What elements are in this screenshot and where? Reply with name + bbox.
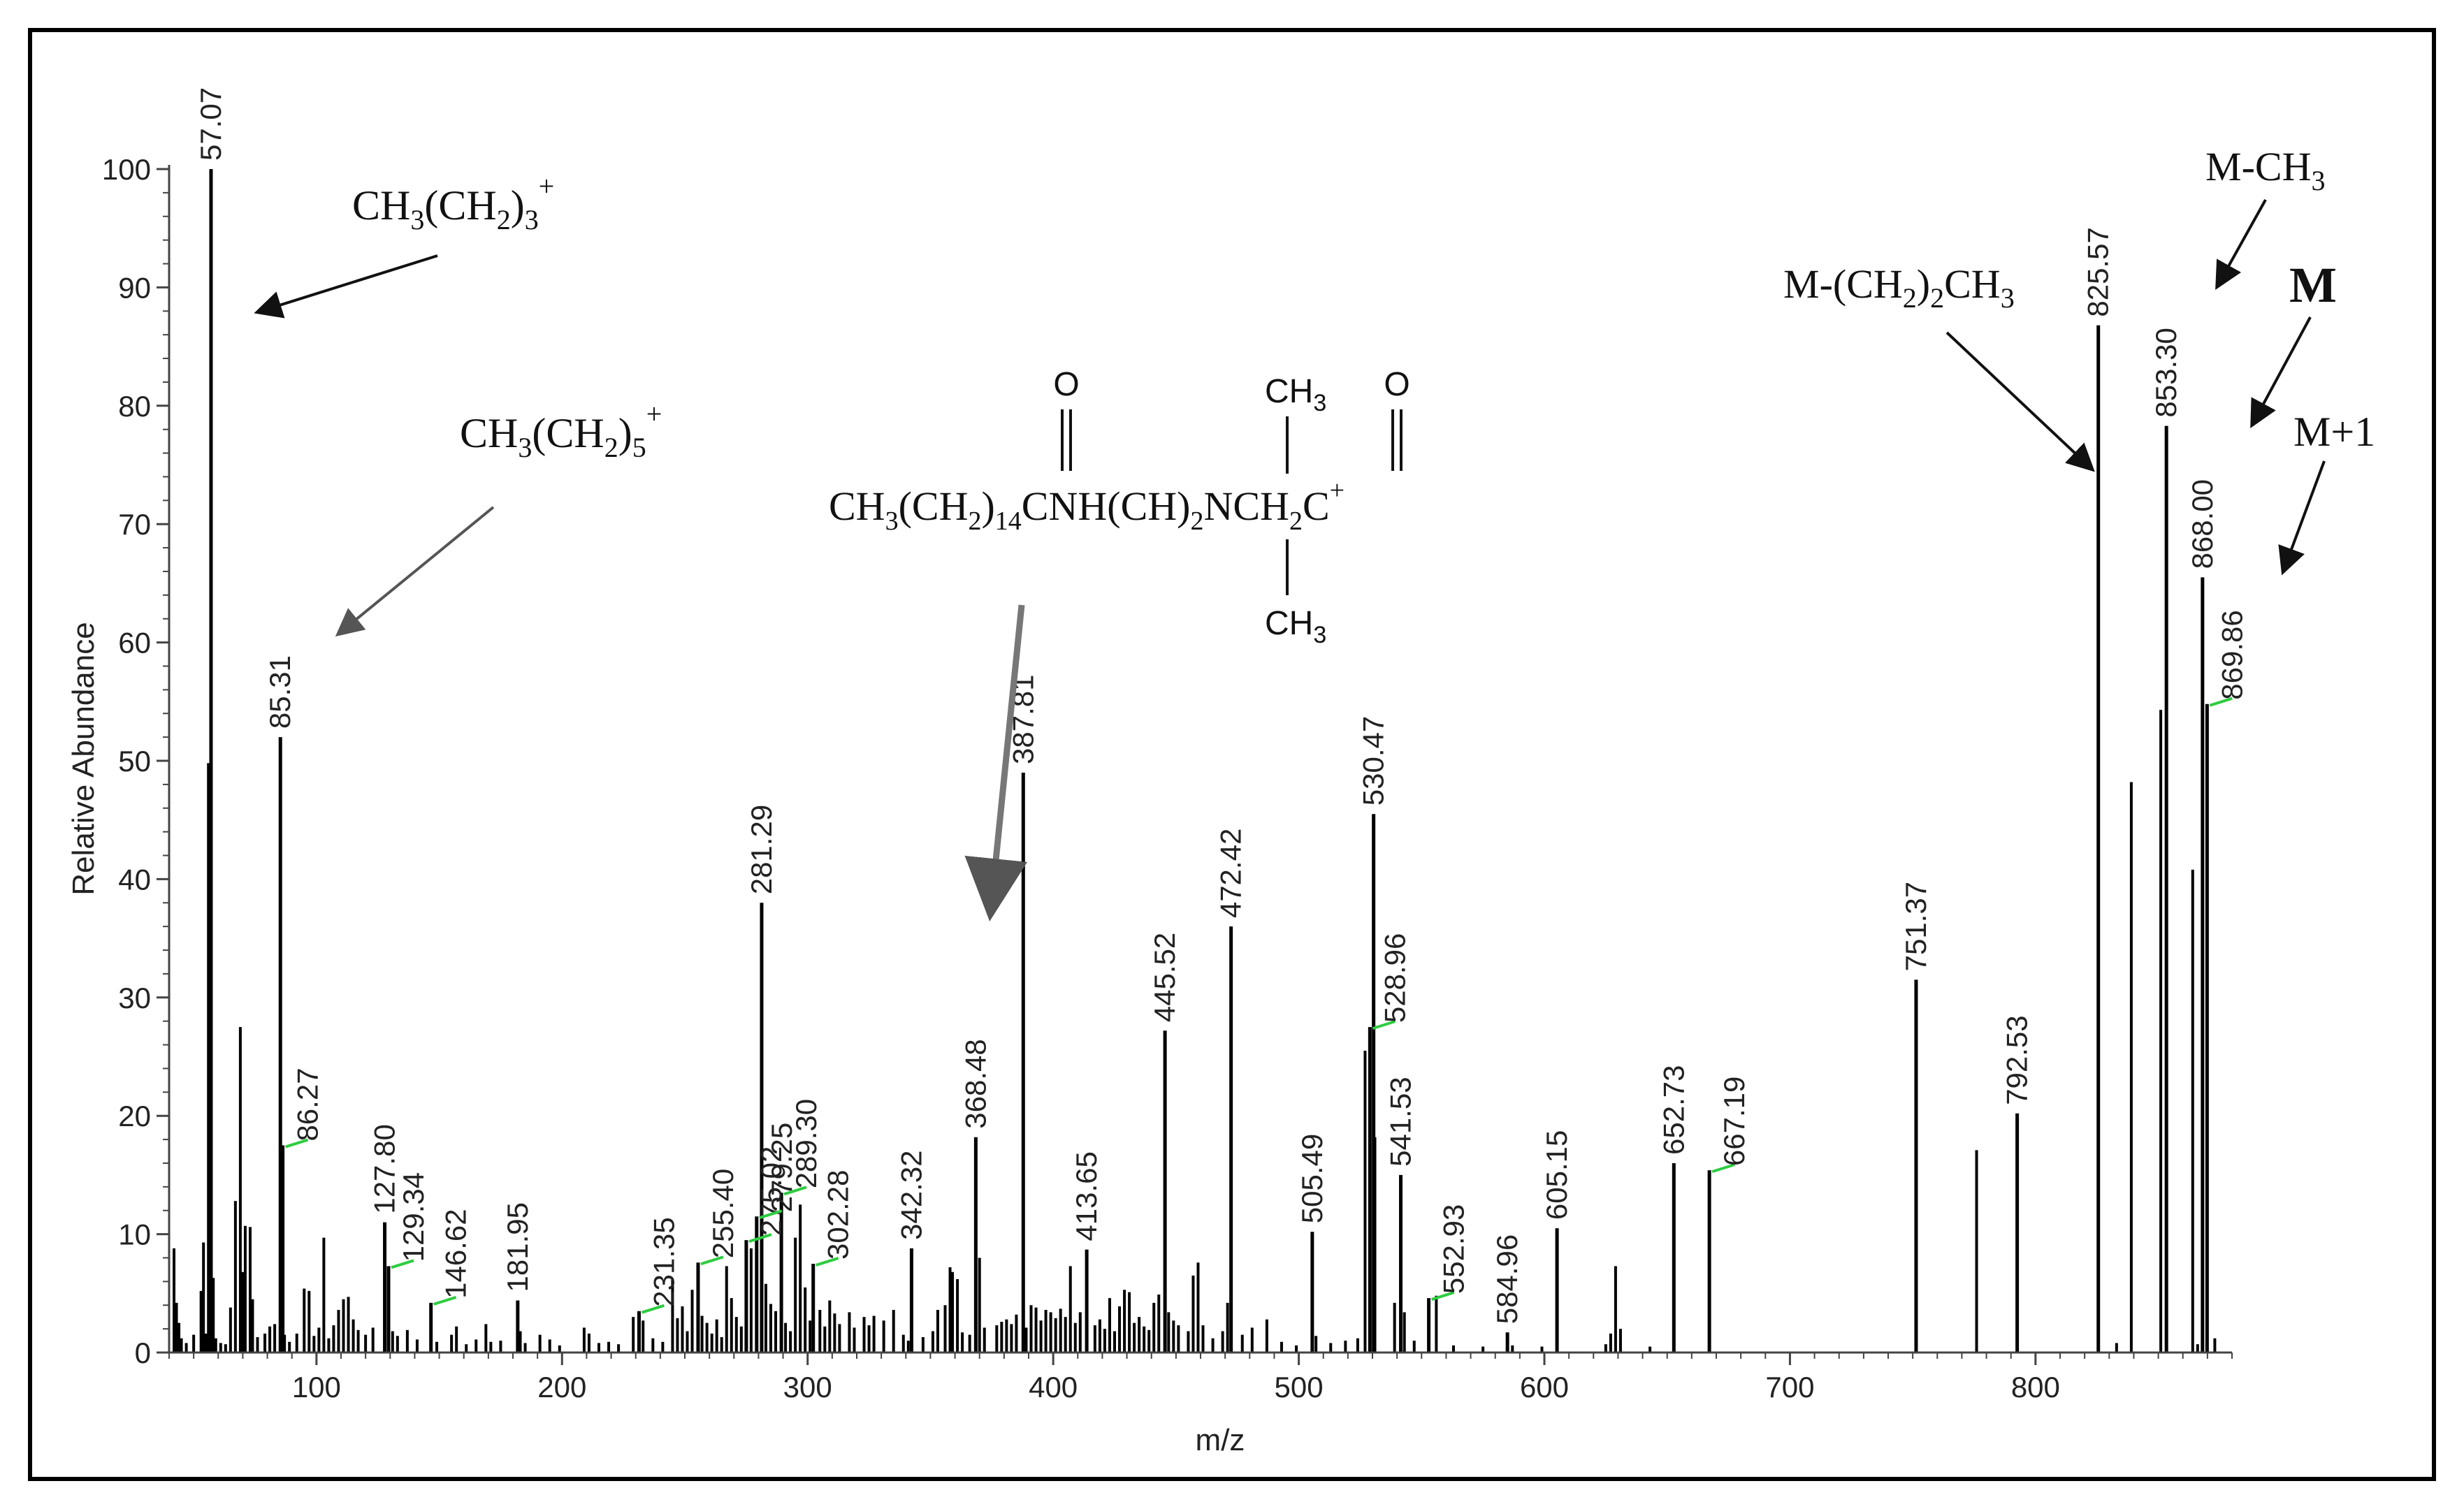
peak-label: 231.35 [647, 1217, 680, 1306]
peak-label: 86.27 [291, 1067, 324, 1141]
y-axis-label: Relative Abundance [66, 622, 101, 895]
peak-label: 584.96 [1491, 1234, 1523, 1324]
peak-label-leader [1372, 1020, 1396, 1030]
annotation-m-minus-methyl: M-CH3 [2205, 144, 2325, 196]
peak-label: 181.95 [501, 1202, 534, 1292]
peak-label: 255.40 [706, 1169, 739, 1258]
x-tick-label: 300 [783, 1371, 832, 1404]
y-tick-label: 50 [118, 745, 151, 778]
annotation-pentyl: CH3(CH2)3+ [352, 170, 554, 235]
y-tick-label: 40 [118, 863, 151, 896]
annotation-m-plus-1: M+1 [2293, 409, 2375, 455]
figure-frame: 0 10 20 30 40 50 60 70 80 90 100 100 200 300 400 500 600… [28, 28, 2436, 1481]
peak-label: 667.19 [1718, 1077, 1751, 1166]
y-tick-label: 60 [118, 627, 151, 659]
peak-label: 605.15 [1540, 1130, 1573, 1220]
peak-label: 129.34 [397, 1172, 430, 1262]
peak-label-leader [641, 1304, 665, 1314]
x-tick-label: 500 [1275, 1371, 1324, 1404]
peak-label-leader [700, 1255, 724, 1266]
y-tick-label: 30 [118, 982, 151, 1014]
y-tick-label: 0 [135, 1336, 151, 1369]
fragment-structure: O O CH3 CH3 CH3(CH2)14CNH(CH)2NCH2C+ [829, 366, 1410, 648]
peak-label: 528.96 [1378, 933, 1411, 1023]
peak-label: 825.57 [2082, 227, 2115, 316]
arrow-molecular-ion [2250, 316, 2312, 429]
peak-label: 57.07 [194, 87, 227, 161]
annotation-heptyl: CH3(CH2)5+ [460, 398, 662, 463]
peak-label-leader [2209, 697, 2233, 707]
peak-label: 342.32 [894, 1150, 927, 1239]
arrow-m-minus-propyl [1945, 331, 2095, 472]
peak-label: 868.00 [2186, 479, 2219, 569]
peak-label-leader [1711, 1163, 1735, 1174]
axes: 0 10 20 30 40 50 60 70 80 90 100 100 200 300 400 500 600… [102, 153, 2233, 1404]
peak-label: 869.86 [2215, 610, 2248, 699]
peak-label-leader [783, 1186, 807, 1196]
peak-label: 279.25 [765, 1123, 798, 1212]
x-tick-label: 700 [1765, 1371, 1814, 1404]
peak-label: 146.62 [440, 1209, 472, 1298]
y-tick-label: 80 [118, 390, 151, 423]
x-tick-label: 800 [2011, 1371, 2060, 1404]
mass-spectrum-chart: 0 10 20 30 40 50 60 70 80 90 100 100 200 300 400 500 600… [66, 87, 2375, 1457]
peak-label-leader [1430, 1291, 1455, 1301]
arrow-structure [964, 604, 1028, 921]
y-tick-label: 100 [102, 153, 151, 186]
peak-label: 541.53 [1384, 1077, 1417, 1166]
structure-methyl-top: CH3 [1265, 373, 1326, 416]
peak-label: 652.73 [1657, 1065, 1690, 1154]
x-tick-label: 200 [537, 1371, 586, 1404]
y-tick-label: 20 [118, 1100, 151, 1132]
peak-label: 552.93 [1437, 1204, 1470, 1294]
structure-oxygen-right: O [1384, 366, 1409, 403]
peak-label: 289.30 [790, 1099, 822, 1188]
peak-label: 275.02 [755, 1146, 788, 1236]
annotation-m-minus-propyl: M-(CH2)2CH3 [1783, 261, 2015, 314]
peak-label: 127.80 [368, 1124, 401, 1213]
structure-methyl-bottom: CH3 [1265, 605, 1326, 648]
x-axis-label: m/z [1196, 1423, 1245, 1457]
peak-label: 530.47 [1357, 716, 1390, 805]
peak-label: 505.49 [1296, 1134, 1328, 1223]
peak-label-leader [816, 1257, 839, 1267]
peak-label-leader [748, 1233, 772, 1243]
structure-main-chain: CH3(CH2)14CNH(CH)2NCH2C+ [829, 476, 1345, 536]
peak-label: 281.29 [745, 805, 778, 894]
peaks-layer [173, 169, 2217, 1353]
y-tick-label: 10 [118, 1218, 151, 1251]
arrow-m-minus-methyl [2215, 199, 2267, 290]
peak-label: 472.42 [1215, 829, 1247, 918]
x-tick-label: 600 [1520, 1371, 1569, 1404]
structure-oxygen-left: O [1053, 366, 1079, 403]
y-tick-label: 90 [118, 271, 151, 304]
peak-label-leader [433, 1295, 457, 1306]
arrow-m-plus-1 [2278, 460, 2326, 576]
peak-label: 413.65 [1070, 1151, 1103, 1241]
peak-label: 445.52 [1148, 933, 1181, 1022]
annotation-molecular-ion: M [2289, 257, 2337, 313]
peak-label: 751.37 [1899, 882, 1932, 971]
peak-label: 85.31 [263, 655, 296, 729]
x-tick-label: 100 [292, 1371, 341, 1404]
x-tick-label: 400 [1029, 1371, 1078, 1404]
peak-label: 368.48 [959, 1039, 992, 1128]
peak-label-leader [285, 1138, 309, 1149]
arrow-heptyl [335, 506, 495, 637]
peak-label-leader [759, 1209, 783, 1220]
peak-label: 853.30 [2150, 328, 2182, 417]
y-tick-label: 70 [118, 508, 151, 541]
arrow-pentyl [254, 254, 438, 319]
peak-label: 302.28 [822, 1169, 855, 1259]
peak-label: 792.53 [2001, 1015, 2034, 1105]
peak-label-leader [391, 1259, 414, 1269]
